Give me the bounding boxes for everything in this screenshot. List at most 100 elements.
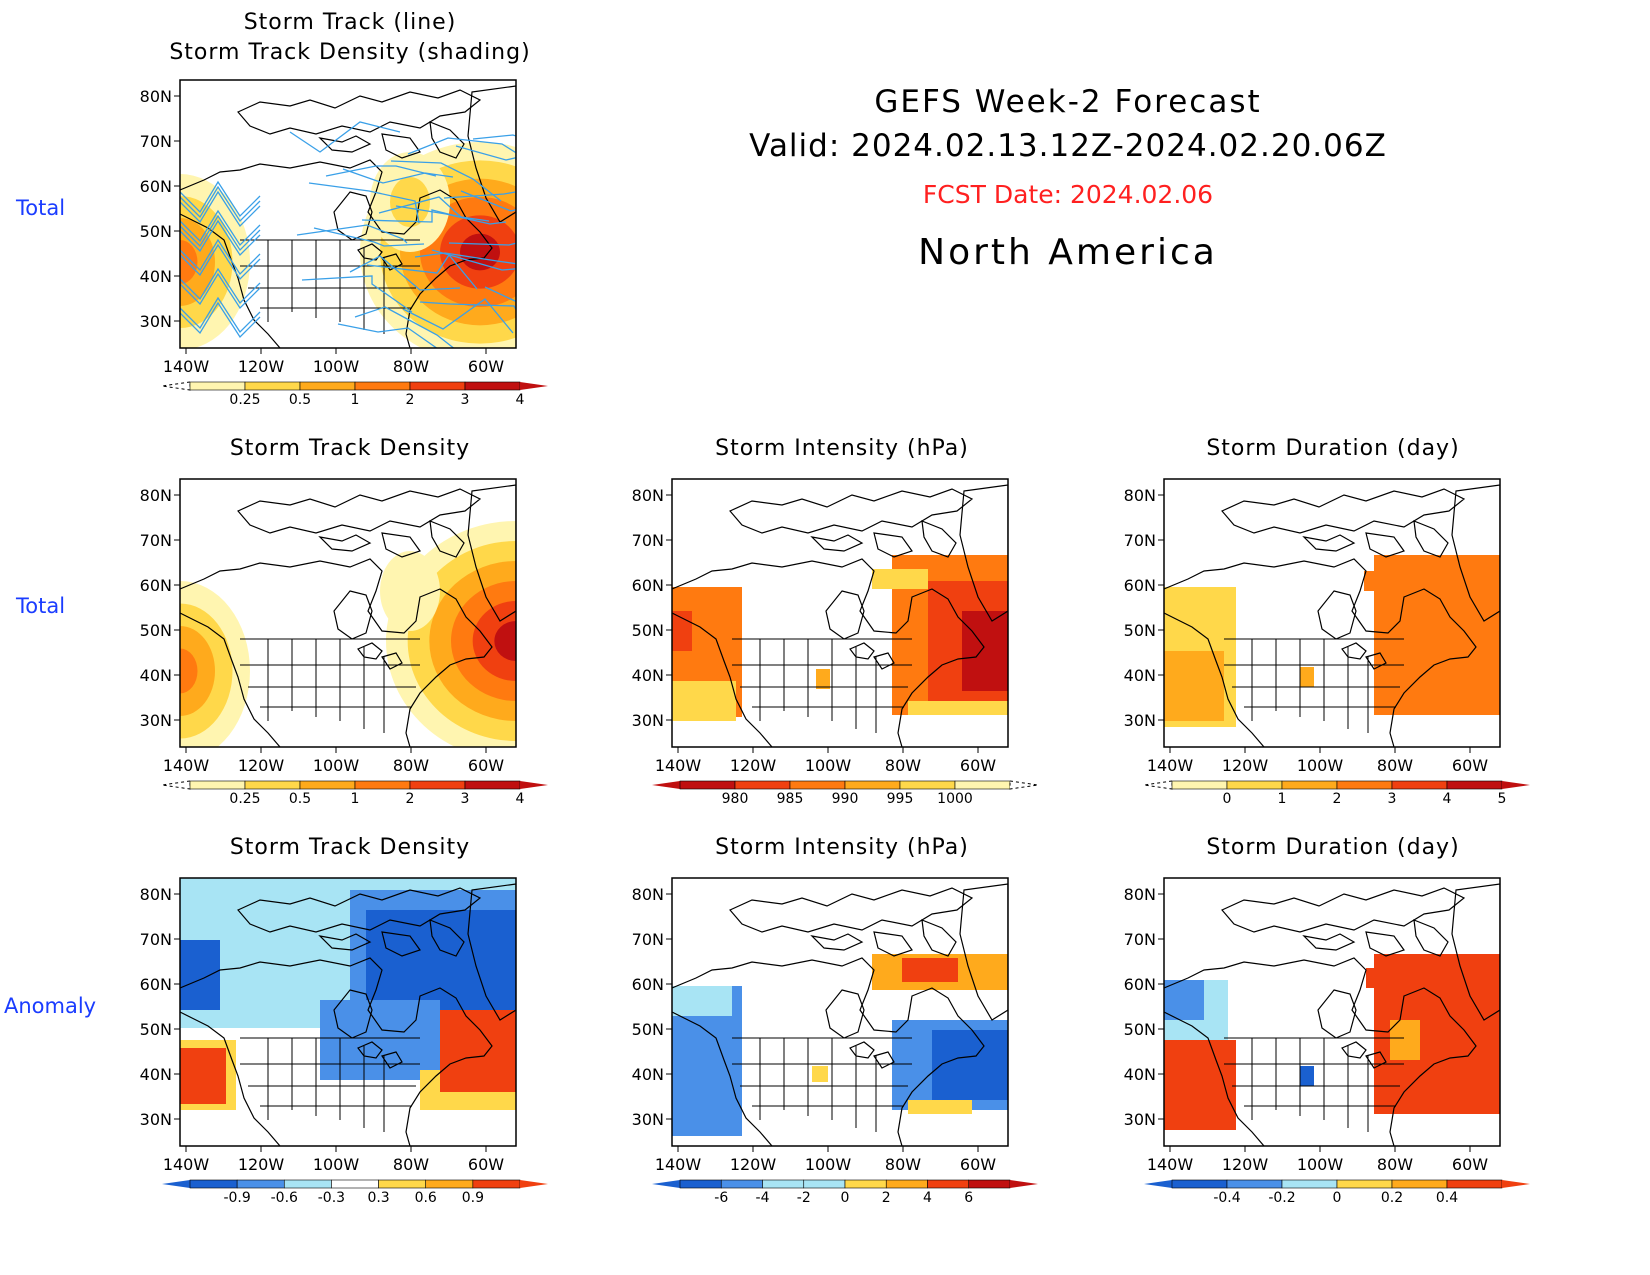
colorbar-segment — [189, 381, 246, 391]
colorbar-segment — [378, 1179, 427, 1189]
coastline — [381, 532, 421, 558]
coastline — [429, 919, 465, 957]
coastline — [921, 520, 957, 558]
coastline — [825, 989, 865, 1039]
density-anom-title: Storm Track Density — [229, 835, 471, 860]
lat-label: 50N — [1124, 621, 1156, 640]
coastline — [237, 89, 482, 135]
colorbar-label: 0 — [1223, 791, 1232, 807]
colorbar-segment — [464, 381, 521, 391]
colorbar-segment — [283, 1179, 332, 1189]
storm-track-line — [455, 145, 516, 161]
intensity-cell — [672, 681, 736, 721]
colorbar-label: -2 — [797, 1190, 811, 1206]
coastline — [921, 919, 957, 957]
coastline — [180, 612, 281, 747]
storm-track-line — [448, 242, 516, 246]
lat-label: 70N — [1124, 531, 1156, 550]
coastline — [467, 484, 516, 622]
colorbar-label: 980 — [722, 791, 749, 807]
colorbar-segment — [189, 1179, 238, 1189]
storm-track-line — [180, 180, 261, 218]
lat-label: 30N — [140, 1110, 172, 1129]
lat-label: 60N — [1124, 576, 1156, 595]
duration-anom-title: Storm Duration (day) — [1206, 835, 1460, 860]
duration-cell — [1300, 667, 1314, 687]
map-field — [672, 484, 1008, 747]
colorbar-left-arrow — [1144, 1180, 1172, 1188]
coastline — [1302, 534, 1356, 552]
colorbar-label: -6 — [714, 1190, 728, 1206]
colorbar-segment — [236, 1179, 285, 1189]
storm-track-line — [313, 227, 425, 247]
duration-cell — [1364, 571, 1404, 591]
colorbar-label: 3 — [1388, 791, 1397, 807]
row-label-anomaly: Anomaly — [4, 994, 97, 1018]
density-shading — [460, 233, 500, 271]
lon-label: 140W — [655, 1155, 702, 1174]
storm-track-line — [325, 165, 437, 177]
lon-label: 100W — [1297, 756, 1344, 775]
storm-track-line — [180, 238, 261, 276]
lat-label: 30N — [632, 711, 664, 730]
coastline — [1164, 1011, 1265, 1146]
coastline — [1365, 931, 1405, 957]
lat-label: 60N — [632, 576, 664, 595]
lon-label: 120W — [730, 756, 777, 775]
lat-label: 70N — [632, 930, 664, 949]
colorbar-segment — [885, 1179, 928, 1189]
coastline — [318, 135, 372, 153]
storm-track-line — [419, 301, 516, 311]
colorbar-label: 5 — [1498, 791, 1507, 807]
lat-label: 40N — [1124, 666, 1156, 685]
coastline — [873, 532, 913, 558]
map-field — [1164, 484, 1500, 747]
intensity-cell — [908, 701, 1008, 715]
lat-label: 60N — [140, 177, 172, 196]
colorbar-label: -4 — [756, 1190, 770, 1206]
colorbar-label: 985 — [777, 791, 804, 807]
lon-label: 60W — [468, 1155, 504, 1174]
colorbar-segment — [354, 381, 411, 391]
lon-label: 60W — [1452, 756, 1488, 775]
colorbar-label: -0.6 — [271, 1190, 298, 1206]
lat-label: 80N — [140, 486, 172, 505]
map-frame — [671, 877, 1009, 1147]
lon-label: 80W — [1377, 1155, 1413, 1174]
track-colorbar: 0.25 0.5 1 2 3 4 — [161, 381, 548, 408]
density-shading — [180, 240, 198, 284]
lon-label: 100W — [1297, 1155, 1344, 1174]
row-label-total-2: Total — [16, 594, 66, 618]
lon-label: 100W — [313, 357, 360, 376]
duration-total-map: 80N 70N 60N 50N 40N 30N 140W 120W 100W 80W 60W — [1124, 478, 1501, 775]
coastline — [672, 612, 773, 747]
colorbar-segment — [927, 1179, 970, 1189]
great-lake — [1341, 642, 1367, 660]
intensity-anom-colorbar: -6 -4 -2 0 2 4 6 — [652, 1179, 1038, 1206]
map-frame — [179, 877, 517, 1147]
colorbar-segment — [299, 780, 356, 790]
density-anom-colorbar: -0.9 -0.6 -0.3 0.3 0.6 0.9 — [162, 1179, 548, 1206]
colorbar-right-arrow — [1502, 1180, 1530, 1188]
lon-label: 120W — [238, 357, 285, 376]
lat-label: 40N — [632, 1065, 664, 1084]
density-total-map: 80N 70N 60N 50N 40N 30N 140W 120W 100W 80W 60W — [140, 478, 517, 775]
lat-label: 80N — [140, 87, 172, 106]
lon-label: 60W — [1452, 1155, 1488, 1174]
colorbar-label: 4 — [1443, 791, 1452, 807]
track-map: 80N 70N 60N 50N 40N 30N 140W 120W 100W 80W 60W — [140, 79, 517, 376]
colorbar-segment — [789, 780, 846, 790]
lat-label: 30N — [1124, 1110, 1156, 1129]
storm-track-line — [366, 253, 478, 290]
lat-label: 40N — [140, 1065, 172, 1084]
great-lake — [357, 1041, 383, 1059]
colorbar-segment — [244, 780, 301, 790]
lon-label: 80W — [1377, 756, 1413, 775]
colorbar-segment — [1446, 780, 1503, 790]
storm-track-line — [289, 121, 401, 153]
lat-label: 70N — [140, 930, 172, 949]
colorbar-label: 0.5 — [289, 791, 311, 807]
lat-label: 80N — [140, 885, 172, 904]
map-field — [672, 883, 1008, 1146]
intensity-cell — [962, 611, 1008, 691]
